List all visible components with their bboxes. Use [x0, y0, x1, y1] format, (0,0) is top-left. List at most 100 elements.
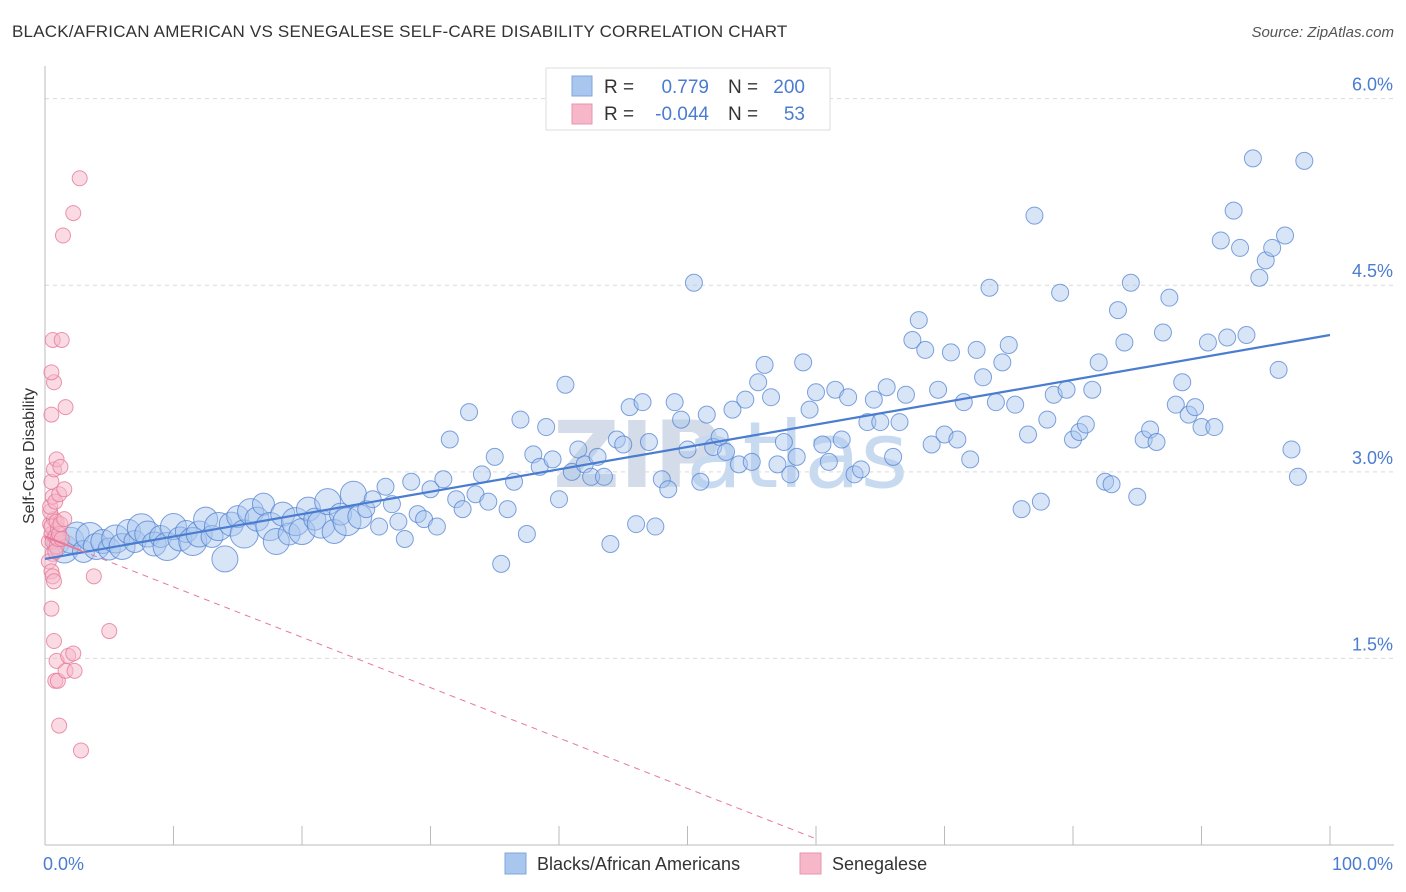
- blacks-data-point: [684, 273, 703, 292]
- blacks-data-point: [440, 430, 459, 449]
- blacks-data-point: [922, 435, 941, 454]
- blacks-data-point: [1186, 398, 1205, 417]
- blacks-data-point: [460, 403, 479, 422]
- blacks-data-point: [993, 353, 1012, 372]
- blacks-data-point: [909, 311, 928, 330]
- y-tick-label: 4.5%: [1352, 261, 1393, 281]
- senegalese-trend-line-dashed: [80, 550, 817, 840]
- blacks-data-point: [832, 430, 851, 449]
- blacks-data-point: [1231, 238, 1250, 257]
- blacks-data-point: [395, 530, 414, 548]
- blacks-data-point: [1282, 440, 1301, 459]
- blacks-data-point: [749, 373, 768, 392]
- y-axis-title: Self-Care Disability: [21, 388, 38, 524]
- blacks-data-point: [800, 400, 819, 419]
- blacks-data-point: [569, 440, 588, 459]
- blacks-data-point: [1160, 288, 1179, 307]
- blacks-data-point: [1198, 333, 1217, 352]
- senegalese-data-point: [56, 511, 73, 528]
- source-label: Source: ZipAtlas.com: [1251, 24, 1394, 41]
- blacks-data-point: [453, 500, 472, 519]
- y-tick-label: 1.5%: [1352, 634, 1393, 654]
- x-tick-label-min: 0.0%: [43, 854, 84, 874]
- blacks-data-point: [1153, 323, 1172, 342]
- blacks-data-point: [980, 278, 999, 297]
- senegalese-data-point: [72, 742, 89, 759]
- bottom-legend-swatch-pink: [799, 852, 822, 875]
- blacks-data-point: [211, 545, 239, 573]
- blacks-data-point: [1192, 418, 1211, 437]
- y-tick-label: 3.0%: [1352, 448, 1393, 468]
- blacks-data-point: [370, 517, 389, 536]
- blacks-data-point: [556, 375, 575, 394]
- blacks-data-point: [639, 432, 658, 451]
- blacks-data-point: [627, 515, 646, 534]
- senegalese-trend-line-solid: [44, 535, 82, 552]
- senegalese-data-point: [45, 633, 62, 649]
- blacks-data-point: [1019, 425, 1038, 444]
- blacks-data-point: [1276, 226, 1295, 245]
- blacks-data-point: [948, 430, 967, 449]
- senegalese-data-point: [43, 406, 60, 423]
- blacks-data-point: [774, 432, 793, 451]
- blacks-data-point: [1083, 380, 1102, 399]
- senegalese-data-point: [53, 331, 70, 348]
- blacks-data-point: [884, 447, 903, 466]
- blacks-data-point: [427, 517, 446, 536]
- blacks-data-point: [1211, 231, 1230, 250]
- series-blacks-points: [46, 149, 1314, 573]
- senegalese-data-point: [43, 364, 60, 381]
- blacks-data-point: [1237, 326, 1256, 344]
- blacks-data-point: [517, 525, 536, 544]
- blacks-data-point: [479, 492, 498, 511]
- blacks-data-point: [1076, 415, 1095, 434]
- blacks-data-point: [633, 393, 652, 412]
- blacks-data-point: [1089, 353, 1108, 372]
- blacks-data-point: [1012, 500, 1031, 519]
- bottom-legend-label-pink: Senegalese: [832, 854, 927, 874]
- legend-n-value-pink: 53: [784, 104, 805, 125]
- axes: [44, 66, 1394, 846]
- senegalese-data-point: [65, 205, 82, 222]
- blacks-data-point: [1269, 360, 1288, 379]
- blacks-data-point: [1128, 487, 1147, 506]
- blacks-data-point: [762, 388, 781, 407]
- blacks-data-point: [485, 447, 504, 466]
- blacks-data-point: [1070, 423, 1089, 442]
- blacks-data-point: [251, 492, 275, 516]
- senegalese-data-point: [45, 573, 62, 590]
- x-tick-labels: 0.0% 100.0%: [43, 854, 1393, 874]
- senegalese-data-point: [101, 623, 118, 640]
- blacks-data-point: [877, 378, 896, 397]
- blacks-data-point: [601, 534, 620, 553]
- blacks-data-point: [1057, 380, 1076, 399]
- blacks-data-point: [492, 554, 511, 573]
- legend-swatch-blue: [571, 75, 593, 97]
- blacks-data-point: [288, 518, 316, 546]
- blacks-data-point: [1166, 395, 1185, 414]
- blacks-data-point: [262, 527, 290, 555]
- blacks-data-point: [999, 335, 1018, 354]
- blacks-data-point: [1295, 151, 1314, 170]
- blacks-data-point: [659, 480, 678, 499]
- blacks-data-point: [537, 418, 556, 437]
- blacks-data-point: [967, 340, 986, 359]
- legend-swatch-pink: [571, 103, 593, 125]
- blacks-data-point: [1025, 206, 1044, 225]
- blacks-data-point: [376, 477, 395, 496]
- blacks-data-point: [160, 513, 187, 541]
- blacks-data-point: [858, 413, 877, 432]
- bottom-legend-label-blue: Blacks/African Americans: [537, 854, 740, 874]
- legend: R = 0.779 N = 200 R = -0.044 N = 53: [545, 67, 831, 131]
- blacks-data-point: [819, 452, 838, 471]
- blacks-data-point: [974, 368, 993, 387]
- legend-r-label: R =: [604, 77, 634, 98]
- blacks-data-point: [813, 435, 832, 454]
- blacks-data-point: [903, 330, 922, 349]
- blacks-data-point: [402, 472, 421, 491]
- blacks-data-point: [896, 385, 915, 404]
- legend-r-value-pink: -0.044: [655, 104, 709, 125]
- blacks-data-point: [498, 500, 517, 519]
- blacks-data-point: [646, 517, 665, 536]
